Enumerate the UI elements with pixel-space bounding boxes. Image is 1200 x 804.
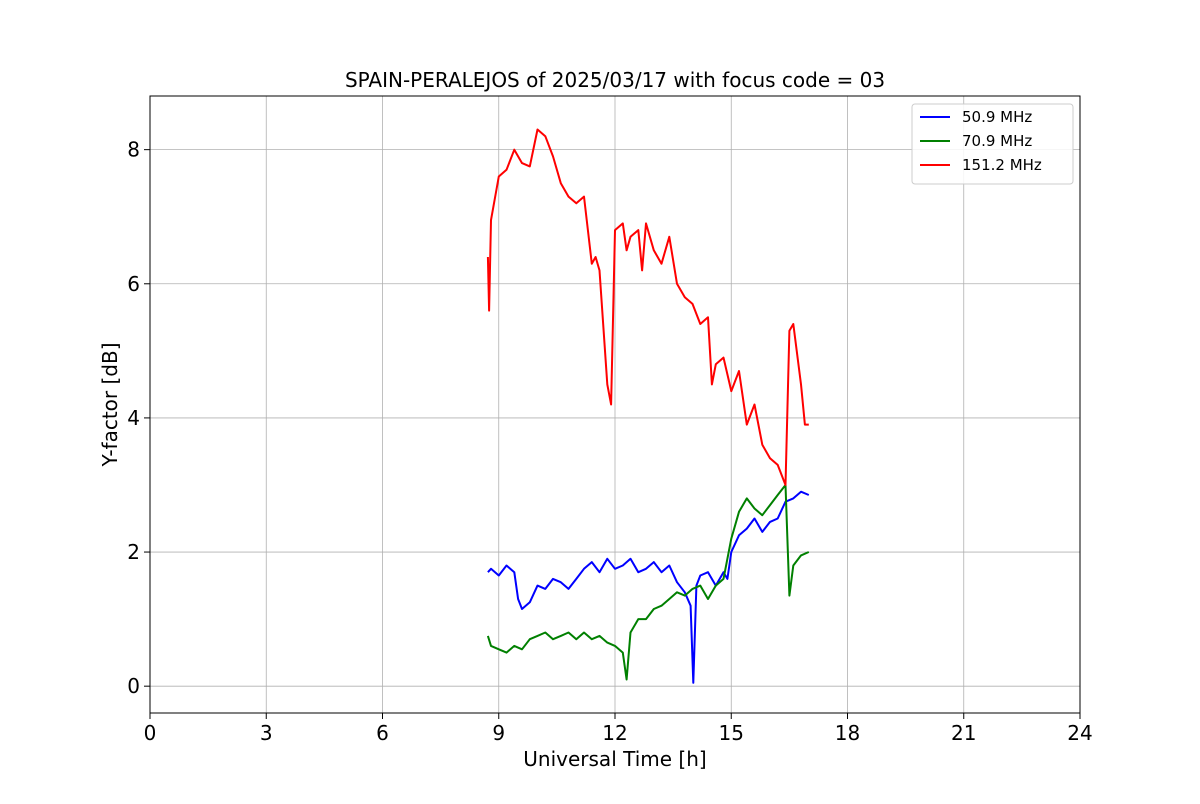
- series-line-1: [487, 490, 810, 684]
- y-tick-label: 0: [127, 674, 140, 698]
- y-tick-label: 4: [127, 406, 140, 430]
- legend-label: 70.9 MHz: [962, 132, 1032, 150]
- chart-title: SPAIN-PERALEJOS of 2025/03/17 with focus…: [345, 68, 885, 92]
- series-line-3: [486, 128, 809, 486]
- series-lines: [486, 128, 810, 684]
- x-tick-label: 15: [719, 721, 744, 745]
- legend: 50.9 MHz 70.9 MHz 151.2 MHz: [911, 103, 1074, 185]
- series-line-2: [486, 484, 810, 681]
- x-tick-label: 9: [492, 721, 505, 745]
- y-tick-label: 2: [127, 540, 140, 564]
- x-tick-label: 3: [260, 721, 273, 745]
- x-tick-label: 0: [144, 721, 157, 745]
- x-tick-label: 6: [376, 721, 389, 745]
- x-tick-label: 12: [602, 721, 627, 745]
- grid: [149, 96, 1081, 713]
- x-axis-title: Universal Time [h]: [523, 747, 706, 771]
- y-tick-label: 8: [127, 138, 140, 162]
- x-tick-label: 21: [951, 721, 976, 745]
- y-tick-label: 6: [127, 272, 140, 296]
- x-tick-label: 24: [1067, 721, 1092, 745]
- legend-label: 50.9 MHz: [962, 108, 1032, 126]
- x-tick-label: 18: [835, 721, 860, 745]
- legend-box: [911, 103, 1074, 185]
- y-axis-title: Y-factor [dB]: [98, 342, 122, 467]
- legend-label: 151.2 MHz: [962, 156, 1042, 174]
